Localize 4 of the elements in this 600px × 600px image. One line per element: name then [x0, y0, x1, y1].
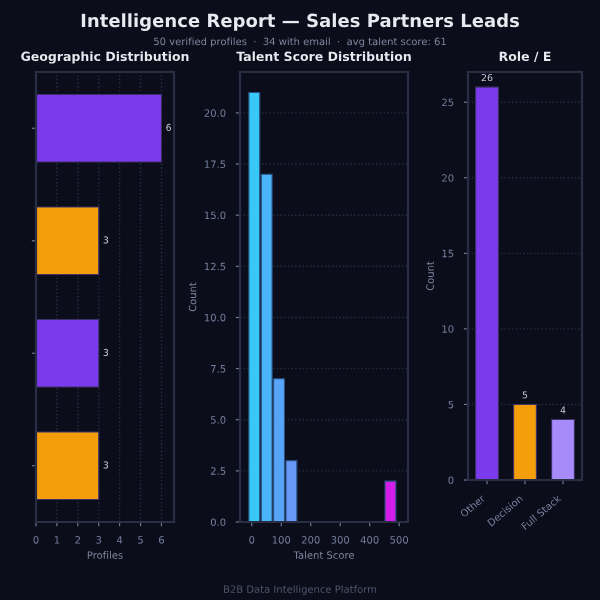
bar — [475, 86, 499, 480]
text: Intelligence Report — Sales Partners Leads — [81, 13, 519, 31]
bar — [513, 403, 537, 480]
bar — [551, 419, 575, 480]
